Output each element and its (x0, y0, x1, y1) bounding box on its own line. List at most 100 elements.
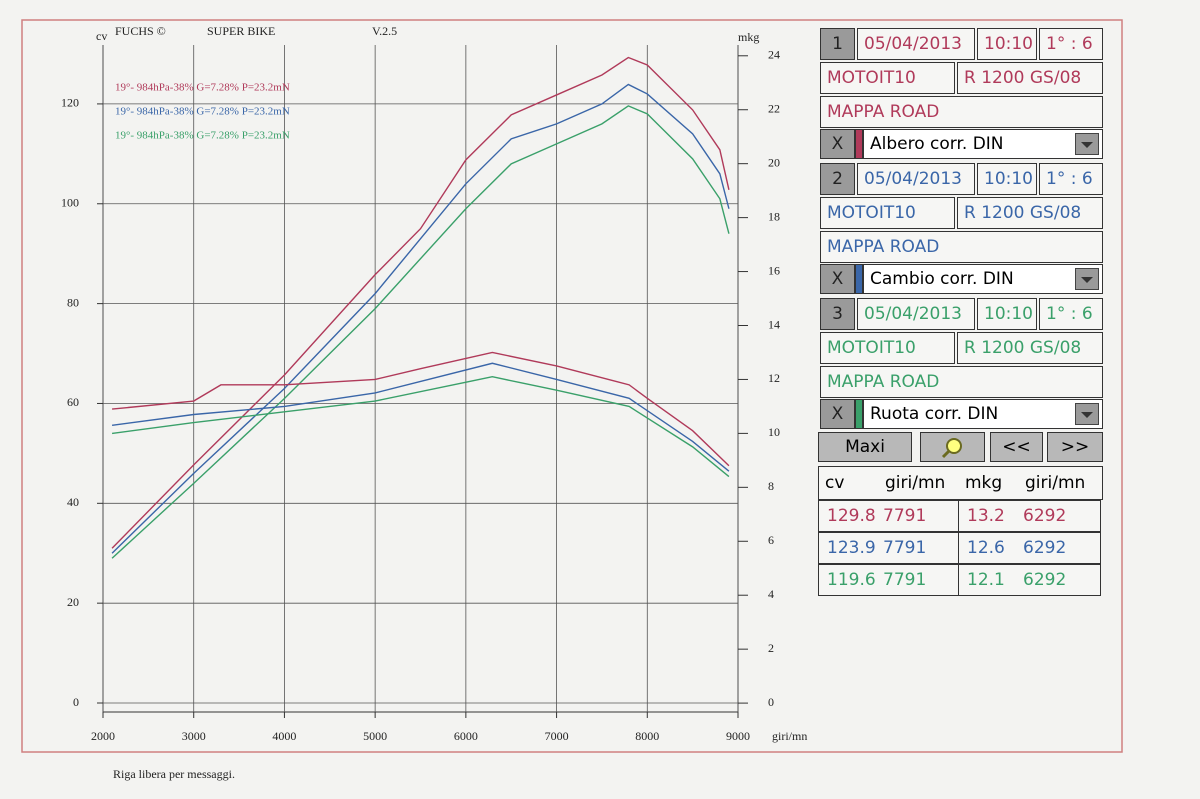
ratio: 1° : 6 (1039, 28, 1103, 60)
table-cell: 123.9 7791 (818, 532, 960, 564)
line (111, 56, 730, 549)
y-tick-label: 20 (67, 595, 79, 609)
arrow-icon (1081, 277, 1093, 283)
client: MOTOIT10 (820, 197, 955, 229)
header-cell: giri/mn (885, 473, 946, 493)
date: 05/04/2013 (857, 28, 975, 60)
arrow-icon (1081, 142, 1093, 148)
legend-entry: 19°- 984hPa-38% G=7.28% P=23.2mN (115, 130, 290, 142)
y2-tick-label: 4 (768, 587, 774, 601)
y2-tick-label: 20 (768, 155, 780, 169)
y-tick-label: 100 (61, 196, 79, 210)
date: 05/04/2013 (857, 298, 975, 330)
line (112, 351, 730, 467)
run-number: 1 (820, 28, 855, 60)
y2-tick-label: 24 (768, 48, 780, 62)
close-button[interactable]: X (820, 399, 855, 429)
y-tick-label: 120 (61, 96, 79, 110)
y-tick-label: 60 (67, 395, 79, 409)
dropdown-arrow[interactable] (1075, 268, 1099, 290)
x-tick-label: 7000 (545, 729, 569, 743)
y2-tick-label: 0 (768, 695, 774, 709)
time: 10:10 (977, 298, 1037, 330)
value: 7791 (883, 506, 927, 526)
y2-tick-label: 8 (768, 479, 774, 493)
y-tick-label: 0 (73, 695, 79, 709)
x-tick-label: 8000 (635, 729, 659, 743)
table-cell: 129.8 7791 (818, 500, 960, 532)
x-tick-label: 3000 (182, 729, 206, 743)
x-tick-label: 2000 (91, 729, 115, 743)
value: 13.2 (967, 506, 1005, 526)
dropdown[interactable]: Ruota corr. DIN (863, 399, 1103, 429)
button[interactable]: << (990, 432, 1043, 462)
line (111, 83, 730, 554)
dropdown-arrow[interactable] (1075, 403, 1099, 425)
y-axis-label: cv (96, 29, 107, 43)
run-number: 3 (820, 298, 855, 330)
zoom-button[interactable] (920, 432, 985, 462)
y-tick-label: 80 (67, 295, 79, 309)
close-button[interactable]: X (820, 264, 855, 294)
y2-tick-label: 6 (768, 533, 774, 547)
value: 12.6 (967, 538, 1005, 558)
line (111, 376, 730, 478)
dropdown[interactable]: Albero corr. DIN (863, 129, 1103, 159)
button[interactable]: Maxi (818, 432, 912, 462)
x-tick-label: 6000 (454, 729, 478, 743)
value: 7791 (883, 570, 927, 590)
time: 10:10 (977, 163, 1037, 195)
x-tick-label: 5000 (363, 729, 387, 743)
zoom-icon (941, 438, 962, 459)
ratio: 1° : 6 (1039, 163, 1103, 195)
version: V.2.5 (372, 24, 397, 38)
y2-tick-label: 2 (768, 641, 774, 655)
close-button[interactable]: X (820, 129, 855, 159)
map: MAPPA ROAD (820, 231, 1103, 263)
y2-tick-label: 10 (768, 425, 780, 439)
date: 05/04/2013 (857, 163, 975, 195)
value: 7791 (883, 538, 927, 558)
y2-tick-label: 18 (768, 209, 780, 223)
run-color (855, 264, 863, 294)
run-number: 2 (820, 163, 855, 195)
map: MAPPA ROAD (820, 366, 1103, 398)
brand: FUCHS © (115, 24, 166, 38)
header-cell: cv (825, 473, 845, 493)
button[interactable]: >> (1047, 432, 1103, 462)
y2-tick-label: 22 (768, 101, 780, 115)
value: 129.8 (827, 506, 876, 526)
header-cell: mkg (965, 473, 1003, 493)
footer: Riga libera per messaggi. (113, 767, 235, 781)
run-color (855, 129, 863, 159)
bike: R 1200 GS/08 (957, 197, 1103, 229)
frame (21, 19, 1123, 753)
program: SUPER BIKE (207, 24, 275, 38)
legend-entry: 19°- 984hPa-38% G=7.28% P=23.2mN (115, 106, 290, 118)
bike: R 1200 GS/08 (957, 62, 1103, 94)
map: MAPPA ROAD (820, 96, 1103, 128)
y2-axis-label: mkg (738, 30, 759, 44)
time: 10:10 (977, 28, 1037, 60)
y2-tick-label: 14 (768, 317, 780, 331)
header-cell: giri/mn (1025, 473, 1086, 493)
value: 123.9 (827, 538, 876, 558)
line (111, 362, 730, 472)
y2-tick-label: 16 (768, 263, 780, 277)
y-tick-label: 40 (67, 495, 79, 509)
value: 6292 (1023, 506, 1067, 526)
client: MOTOIT10 (820, 332, 955, 364)
y2-tick-label: 12 (768, 371, 780, 385)
client: MOTOIT10 (820, 62, 955, 94)
table-header: cv giri/mn mkg giri/mn (818, 466, 1103, 500)
dropdown-arrow[interactable] (1075, 133, 1099, 155)
line (111, 105, 730, 559)
x-axis-label: giri/mn (772, 729, 807, 743)
table-cell: 13.2 6292 (958, 500, 1101, 532)
value: 12.1 (967, 570, 1005, 590)
bike: R 1200 GS/08 (957, 332, 1103, 364)
x-tick-label: 4000 (272, 729, 296, 743)
dropdown[interactable]: Cambio corr. DIN (863, 264, 1103, 294)
x-tick-label: 9000 (726, 729, 750, 743)
